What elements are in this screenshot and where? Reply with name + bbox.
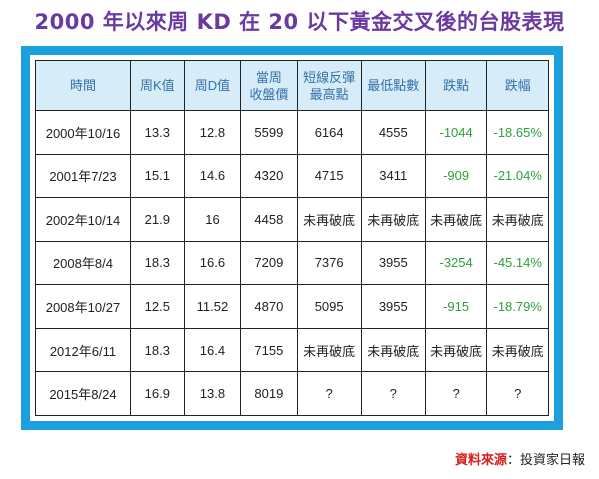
table-cell: -3254 — [424, 240, 488, 286]
table-row: 2008年10/27 12.5 11.52 4870 5095 3955 -915 -18.7… — [35, 284, 549, 329]
table-cell: 3411 — [360, 153, 426, 199]
table-cell: 3955 — [360, 284, 426, 329]
table-cell: 5095 — [296, 284, 362, 329]
source-separator: ： — [506, 453, 520, 468]
table-cell: -21.04% — [486, 153, 549, 199]
table-cell: 13.3 — [129, 110, 185, 155]
table-cell: 12.5 — [129, 284, 185, 329]
table-cell: 14.6 — [183, 153, 242, 199]
table-container: 時間 周K值 周D值 當周 收盤價 短線反彈 最高點 最低點數 跌點 跌幅 2000… — [30, 55, 554, 421]
table-cell: 8019 — [240, 371, 298, 416]
table-cell: 2008年8/4 — [35, 240, 131, 286]
table-cell: ? — [360, 371, 426, 416]
table-row: 2000年10/16 13.3 12.8 5599 6164 4555 -1044 -18.6… — [35, 110, 549, 155]
table-cell: 11.52 — [183, 284, 242, 329]
table-cell: 未再破底 — [360, 327, 426, 373]
table-cell: 2000年10/16 — [35, 110, 131, 155]
table-row: 2002年10/14 21.9 16 4458 未再破底 未再破底 未再破底 未再破底 — [35, 197, 549, 242]
table-cell: 16 — [183, 197, 242, 242]
table-cell: 3955 — [360, 240, 426, 286]
table-cell: 4870 — [240, 284, 298, 329]
table-cell: 未再破底 — [360, 197, 426, 242]
header-lowest-point: 最低點數 — [360, 60, 426, 111]
header-d-value: 周D值 — [183, 60, 242, 111]
table-cell: 7209 — [240, 240, 298, 286]
table-cell: 2008年10/27 — [35, 284, 131, 329]
table-cell: 未再破底 — [424, 197, 488, 242]
table-cell: -915 — [424, 284, 488, 329]
header-close-price: 當周 收盤價 — [240, 60, 298, 111]
table-row: 2015年8/24 16.9 13.8 8019???? — [35, 371, 549, 416]
page-title: 2000 年以來周 KD 在 20 以下黃金交叉後的台股表現 — [34, 10, 565, 34]
table-cell: 21.9 — [129, 197, 185, 242]
table-cell: 7155 — [240, 327, 298, 373]
table-cell: 未再破底 — [296, 327, 362, 373]
table-cell: 2012年6/11 — [35, 327, 131, 373]
header-drop-points: 跌點 — [424, 60, 488, 111]
header-rebound-high: 短線反彈 最高點 — [296, 60, 362, 111]
table-cell: 4320 — [240, 153, 298, 199]
table-cell: -18.65% — [486, 110, 549, 155]
table-cell: 未再破底 — [296, 197, 362, 242]
table-cell: 未再破底 — [424, 327, 488, 373]
table-cell: 2001年7/23 — [35, 153, 131, 199]
table-cell: 18.3 — [129, 327, 185, 373]
table-row: 2008年8/4 18.3 16.6 7209 7376 3955 -3254 -45.14% — [35, 240, 549, 286]
data-table: 時間 周K值 周D值 當周 收盤價 短線反彈 最高點 最低點數 跌點 跌幅 2000… — [35, 60, 549, 416]
table-cell: 16.4 — [183, 327, 242, 373]
table-cell: -1044 — [424, 110, 488, 155]
table-cell: 5599 — [240, 110, 298, 155]
table-cell: 12.8 — [183, 110, 242, 155]
table-cell: 16.6 — [183, 240, 242, 286]
table-cell: 未再破底 — [486, 327, 549, 373]
table-cell: 4715 — [296, 153, 362, 199]
source-value: 投資家日報 — [519, 453, 585, 468]
header-time: 時間 — [35, 60, 131, 111]
table-cell: -45.14% — [486, 240, 549, 286]
table-cell: 2002年10/14 — [35, 197, 131, 242]
table-cell: 16.9 — [129, 371, 185, 416]
table-frame: 時間 周K值 周D值 當周 收盤價 短線反彈 最高點 最低點數 跌點 跌幅 2000… — [21, 46, 563, 430]
table-cell: 4555 — [360, 110, 426, 155]
table-cell: -18.79% — [486, 284, 549, 329]
source-note: 資料來源：投資家日報 — [455, 449, 585, 468]
table-cell: ? — [424, 371, 488, 416]
header-drop-percent: 跌幅 — [486, 60, 549, 111]
table-cell: 未再破底 — [486, 197, 549, 242]
table-cell: 2015年8/24 — [35, 371, 131, 416]
table-cell: 7376 — [296, 240, 362, 286]
table-cell: 6164 — [296, 110, 362, 155]
table-cell: ? — [296, 371, 362, 416]
table-cell: -909 — [424, 153, 488, 199]
table-cell: ? — [486, 371, 549, 416]
table-cell: 13.8 — [183, 371, 242, 416]
source-label: 資料來源 — [454, 453, 507, 468]
table-cell: 15.1 — [129, 153, 185, 199]
header-close-price-text: 當周 收盤價 — [249, 69, 289, 102]
table-cell: 18.3 — [129, 240, 185, 286]
header-row: 時間 周K值 周D值 當周 收盤價 短線反彈 最高點 最低點數 跌點 跌幅 — [35, 60, 549, 111]
table-cell: 4458 — [240, 197, 298, 242]
header-rebound-high-text: 短線反彈 最高點 — [303, 69, 356, 102]
table-body: 2000年10/16 13.3 12.8 5599 6164 4555 -1044 -18.6… — [35, 110, 549, 416]
header-k-value: 周K值 — [129, 60, 185, 111]
table-row: 2012年6/11 18.3 16.4 7155 未再破底 未再破底 未再破底 未再破底 — [35, 327, 549, 373]
table-row: 2001年7/23 15.1 14.6 4320 4715 3411 -909 -21.04% — [35, 153, 549, 199]
